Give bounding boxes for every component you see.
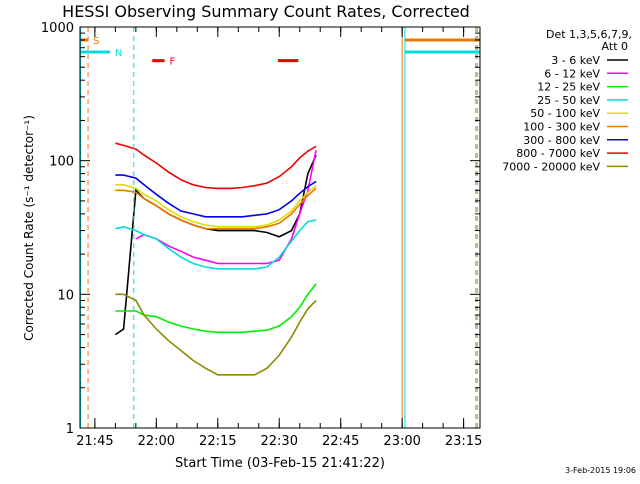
series-line [115,293,317,376]
legend-label: 6 - 12 keV [544,67,600,80]
series-line [115,184,317,228]
y-tick-label: 1 [66,422,74,437]
legend-label: 50 - 100 keV [530,107,600,120]
legend-label: 300 - 800 keV [523,134,600,147]
legend-header-line-2: Att 0 [602,40,628,53]
series-line [115,187,317,230]
date-stamp: 3-Feb-2015 19:06 [565,466,636,475]
legend-label: 25 - 50 keV [537,94,600,107]
legend-label: 12 - 25 keV [537,81,600,94]
x-tick-label: 22:45 [322,434,359,449]
flag-label: S [93,36,99,47]
x-tick-label: 22:00 [138,434,175,449]
series-line [135,149,317,265]
series-line [115,142,317,190]
legend-label: 7000 - 20000 keV [502,160,600,173]
legend-label: 100 - 300 keV [523,121,600,134]
x-tick-label: 21:45 [76,434,113,449]
legend-label: 800 - 7000 keV [516,147,600,160]
x-axis-label: Start Time (03-Feb-15 21:41:22) [175,456,385,471]
x-tick-label: 23:00 [383,434,420,449]
x-tick-label: 22:15 [199,434,236,449]
y-tick-label: 1000 [41,21,74,36]
chart-title: HESSI Observing Summary Count Rates, Cor… [62,2,470,21]
y-axis-label: Corrected Count Rate (s⁻¹ detector⁻¹) [22,115,36,341]
series-line [115,174,317,218]
x-tick-label: 23:15 [445,434,482,449]
series-line [115,219,317,270]
x-tick-label: 22:30 [261,434,298,449]
legend-header-line-1: Det 1,3,5,6,7,9, [546,28,632,41]
flag-label: N [115,48,122,59]
legend-label: 3 - 6 keV [551,54,600,67]
flag-label: F [170,57,176,68]
plot-frame [79,26,481,429]
y-tick-label: 10 [57,288,74,303]
y-tick-label: 100 [49,155,74,170]
